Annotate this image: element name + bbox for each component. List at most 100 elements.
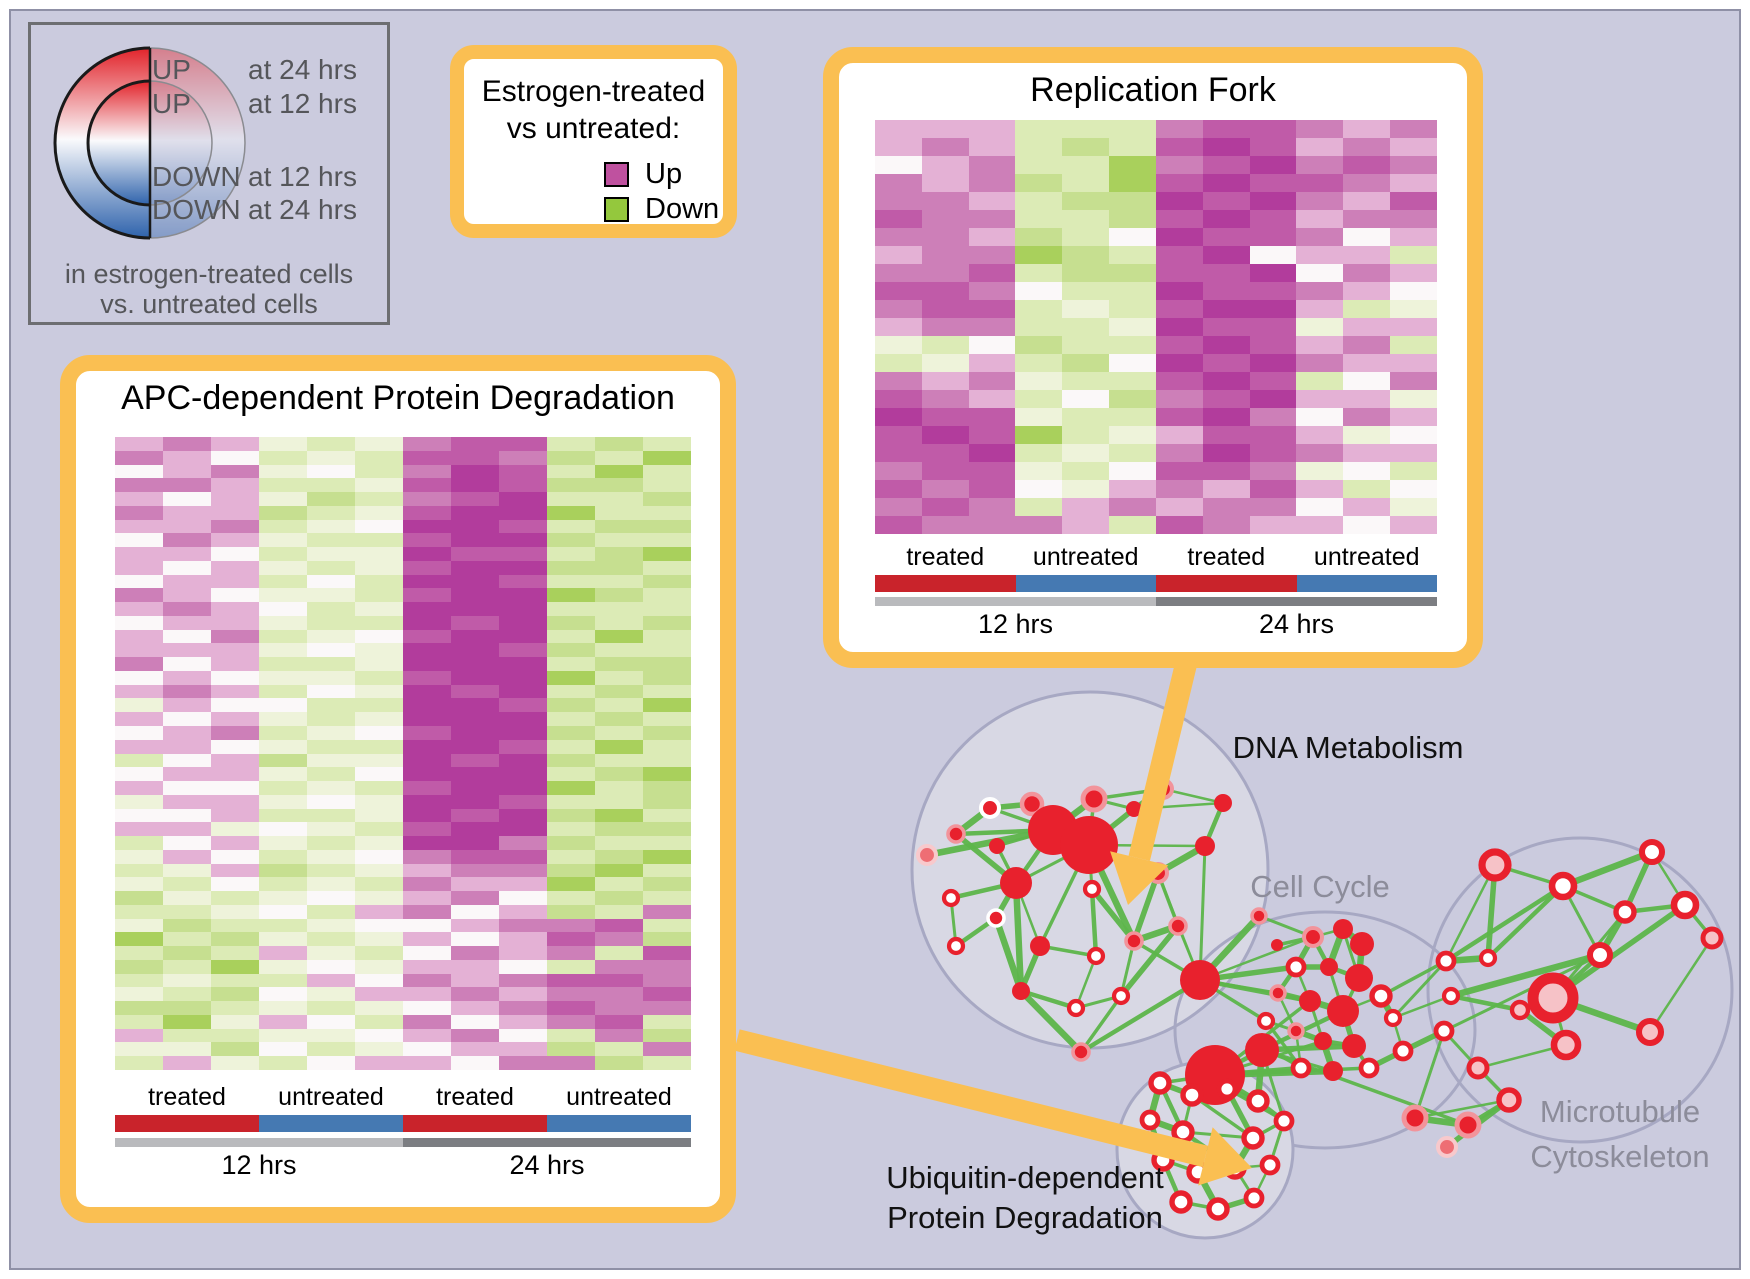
heatmap-cell bbox=[921, 174, 969, 192]
heatmap-cell bbox=[211, 767, 259, 782]
heatmap-cell bbox=[451, 1056, 499, 1070]
heatmap-cell bbox=[875, 300, 922, 318]
heatmap-cell bbox=[259, 574, 307, 589]
heatmap-cell bbox=[499, 753, 547, 768]
network-edge bbox=[1012, 879, 1025, 995]
heatmap-cell bbox=[1296, 390, 1344, 408]
heatmap-cell bbox=[547, 767, 595, 782]
heatmap-cell bbox=[451, 904, 499, 919]
heatmap-cell bbox=[968, 174, 1016, 192]
heatmap-cell bbox=[163, 505, 211, 520]
heatmap-cell bbox=[403, 684, 451, 699]
heatmap-cell bbox=[211, 946, 259, 960]
heatmap-cell bbox=[1343, 264, 1391, 282]
heatmap-cell bbox=[211, 698, 259, 713]
heatmap-cell bbox=[547, 505, 595, 520]
heatmap-cell bbox=[211, 739, 259, 754]
heatmap-cell bbox=[643, 946, 691, 960]
heatmap-cell bbox=[1343, 336, 1391, 354]
heatmap-cell bbox=[211, 657, 259, 671]
heatmap-cell bbox=[921, 336, 969, 354]
bullseye-row-down24-dir: DOWN bbox=[152, 194, 241, 225]
heatmap-cell bbox=[1062, 156, 1110, 174]
network-node bbox=[1287, 1022, 1305, 1040]
heatmap-cell bbox=[163, 932, 211, 947]
heatmap-cell bbox=[355, 781, 403, 795]
heatmap-cell bbox=[259, 1056, 307, 1070]
heatmap-cell bbox=[921, 300, 969, 318]
heatmap-cell bbox=[403, 973, 451, 988]
network-edge bbox=[1131, 870, 1161, 944]
network-node bbox=[1548, 871, 1578, 901]
heatmap-cell bbox=[643, 725, 691, 740]
network-edge bbox=[1391, 994, 1453, 1020]
heatmap-cell bbox=[875, 210, 922, 228]
apc-group-treated-24: treated bbox=[436, 1083, 514, 1111]
heatmap-cell bbox=[115, 437, 163, 451]
heatmap-cell bbox=[307, 478, 355, 493]
apc-bar-treated-12 bbox=[115, 1115, 259, 1132]
heatmap-cell bbox=[259, 1014, 307, 1029]
heatmap-cell bbox=[355, 794, 403, 809]
heatmap-cell bbox=[451, 629, 499, 644]
heatmap-cell bbox=[163, 492, 211, 506]
heatmap-cell bbox=[211, 849, 259, 864]
heatmap-cell bbox=[643, 1028, 691, 1043]
heatmap-cell bbox=[211, 891, 259, 905]
heatmap-cell bbox=[968, 498, 1016, 516]
heatmap-cell bbox=[451, 849, 499, 864]
heatmap-cell bbox=[875, 516, 922, 534]
heatmap-cell bbox=[643, 822, 691, 837]
heatmap-cell bbox=[643, 1056, 691, 1070]
heatmap-cell bbox=[921, 408, 969, 426]
heatmap-cell bbox=[595, 1056, 643, 1070]
heatmap-cell bbox=[1390, 390, 1437, 408]
heatmap-cell bbox=[499, 987, 547, 1002]
heatmap-cell bbox=[547, 492, 595, 506]
network-node bbox=[1435, 950, 1457, 972]
heatmap-cell bbox=[403, 1001, 451, 1015]
heatmap-cell bbox=[1296, 498, 1344, 516]
apc-bar-untreated-12 bbox=[259, 1115, 403, 1132]
heatmap-cell bbox=[643, 739, 691, 754]
network-node bbox=[1392, 1040, 1414, 1062]
heatmap-cell bbox=[115, 464, 163, 479]
heatmap-cell bbox=[643, 574, 691, 589]
heatmap-cell bbox=[1249, 156, 1297, 174]
heatmap-cell bbox=[307, 519, 355, 534]
heatmap-cell bbox=[1296, 462, 1344, 480]
heatmap-cell bbox=[643, 1014, 691, 1029]
heatmap-cell bbox=[1015, 336, 1063, 354]
heatmap-cell bbox=[355, 615, 403, 630]
heatmap-cell bbox=[211, 560, 259, 575]
heatmap-cell bbox=[547, 588, 595, 603]
heatmap-cell bbox=[163, 891, 211, 905]
heatmap-cell bbox=[1202, 120, 1250, 138]
apc-bar-12hrs bbox=[115, 1138, 403, 1147]
network-node bbox=[1587, 942, 1613, 968]
network-node bbox=[1320, 958, 1338, 976]
heatmap-cell bbox=[643, 602, 691, 616]
heatmap-cell bbox=[403, 794, 451, 809]
heatmap-cell bbox=[547, 1042, 595, 1057]
heatmap-cell bbox=[211, 643, 259, 658]
heatmap-cell bbox=[1390, 246, 1437, 264]
bullseye-row-up12-dir: UP bbox=[152, 88, 191, 119]
heatmap-cell bbox=[595, 437, 643, 451]
heatmap-cell bbox=[1343, 246, 1391, 264]
apc-heatmap bbox=[115, 437, 691, 1070]
network-node bbox=[1435, 1135, 1459, 1159]
heatmap-cell bbox=[1296, 192, 1344, 210]
heatmap-cell bbox=[547, 437, 595, 451]
heatmap-cell bbox=[307, 959, 355, 974]
heatmap-cell bbox=[1202, 426, 1250, 444]
heatmap-cell bbox=[355, 698, 403, 713]
heatmap-cell bbox=[355, 547, 403, 561]
heatmap-cell bbox=[499, 822, 547, 837]
heatmap-cell bbox=[355, 602, 403, 616]
heatmap-cell bbox=[875, 480, 922, 498]
heatmap-cell bbox=[1390, 192, 1437, 210]
heatmap-cell bbox=[595, 987, 643, 1002]
network-edge bbox=[1559, 848, 1656, 890]
heatmap-cell bbox=[211, 547, 259, 561]
